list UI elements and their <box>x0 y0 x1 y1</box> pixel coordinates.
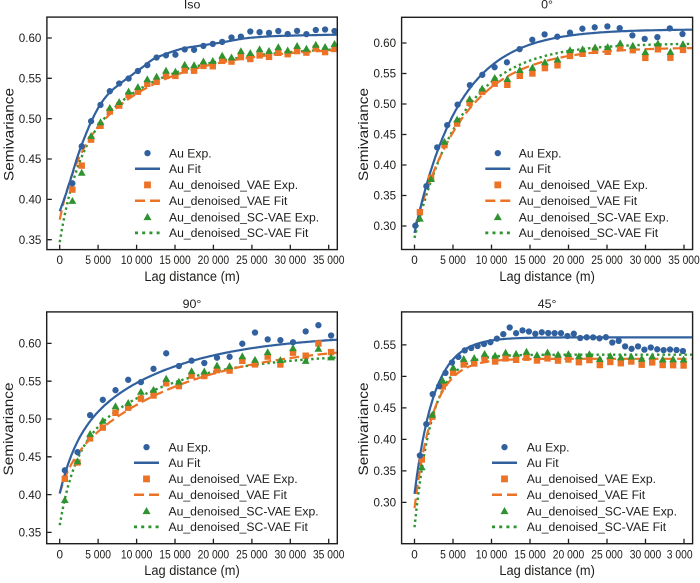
svg-text:Au_denoised_SC-VAE Fit: Au_denoised_SC-VAE Fit <box>519 226 659 240</box>
svg-text:Au Exp.: Au Exp. <box>169 146 212 160</box>
svg-text:0.60: 0.60 <box>19 338 42 351</box>
svg-text:5 000: 5 000 <box>440 549 466 562</box>
svg-text:Au_denoised_SC-VAE Exp.: Au_denoised_SC-VAE Exp. <box>527 504 677 518</box>
svg-text:0.35: 0.35 <box>19 527 42 540</box>
svg-text:30 000: 30 000 <box>630 254 662 267</box>
svg-text:20 000: 20 000 <box>198 549 230 562</box>
svg-text:Au_denoised_VAE Exp.: Au_denoised_VAE Exp. <box>169 178 298 192</box>
svg-text:Lag distance (m): Lag distance (m) <box>499 563 595 578</box>
svg-text:0.50: 0.50 <box>374 98 397 111</box>
svg-text:0.55: 0.55 <box>19 73 42 86</box>
svg-text:15 000: 15 000 <box>159 549 191 562</box>
svg-text:30 000: 30 000 <box>630 549 662 562</box>
svg-text:0: 0 <box>56 254 63 267</box>
svg-text:Au Fit: Au Fit <box>169 162 201 176</box>
svg-text:35 000: 35 000 <box>313 549 345 562</box>
svg-text:Au_denoised_SC-VAE Exp.: Au_denoised_SC-VAE Exp. <box>519 210 669 224</box>
svg-text:20 000: 20 000 <box>553 254 585 267</box>
svg-text:Iso: Iso <box>184 0 201 12</box>
svg-text:0.35: 0.35 <box>374 465 397 478</box>
svg-text:10 000: 10 000 <box>121 549 153 562</box>
svg-text:20 000: 20 000 <box>553 549 585 562</box>
svg-text:0.35: 0.35 <box>19 234 42 247</box>
svg-text:10 000: 10 000 <box>121 254 153 267</box>
svg-text:Lag distance (m): Lag distance (m) <box>144 269 240 284</box>
svg-text:Au_denoised_VAE Exp.: Au_denoised_VAE Exp. <box>169 472 298 486</box>
svg-text:90°: 90° <box>183 297 202 311</box>
svg-text:Au Fit: Au Fit <box>169 456 201 470</box>
svg-text:30 000: 30 000 <box>275 549 307 562</box>
svg-text:0.55: 0.55 <box>374 68 397 81</box>
svg-text:10 000: 10 000 <box>476 549 508 562</box>
svg-text:Au_denoised_SC-VAE Exp.: Au_denoised_SC-VAE Exp. <box>169 504 319 518</box>
svg-text:Au Exp.: Au Exp. <box>527 440 570 454</box>
svg-text:0°: 0° <box>541 0 553 12</box>
svg-text:0.45: 0.45 <box>374 129 397 142</box>
svg-text:45°: 45° <box>538 297 557 311</box>
svg-text:Au_denoised_VAE Fit: Au_denoised_VAE Fit <box>169 488 288 502</box>
svg-text:0.55: 0.55 <box>19 375 42 388</box>
svg-text:0.60: 0.60 <box>19 32 42 45</box>
svg-text:25 000: 25 000 <box>236 254 268 267</box>
svg-text:0.40: 0.40 <box>19 194 42 207</box>
svg-text:Au_denoised_SC-VAE Fit: Au_denoised_SC-VAE Fit <box>169 520 309 534</box>
svg-text:0.45: 0.45 <box>374 402 397 415</box>
svg-text:0: 0 <box>56 549 63 562</box>
svg-text:5 000: 5 000 <box>85 549 111 562</box>
svg-text:5 000: 5 000 <box>85 254 111 267</box>
svg-text:0.40: 0.40 <box>374 434 397 447</box>
svg-text:0.40: 0.40 <box>19 489 42 502</box>
svg-text:25 000: 25 000 <box>591 254 623 267</box>
svg-text:0.50: 0.50 <box>374 371 397 384</box>
svg-text:Au Exp.: Au Exp. <box>169 440 212 454</box>
svg-text:Semivariance: Semivariance <box>356 383 371 476</box>
svg-text:0.45: 0.45 <box>19 153 42 166</box>
svg-text:0.50: 0.50 <box>19 413 42 426</box>
svg-text:0.55: 0.55 <box>374 339 397 352</box>
svg-text:0.60: 0.60 <box>374 37 397 50</box>
svg-text:Semivariance: Semivariance <box>1 383 16 476</box>
svg-text:0.45: 0.45 <box>19 451 42 464</box>
svg-text:25 000: 25 000 <box>236 549 268 562</box>
svg-text:30 000: 30 000 <box>275 254 307 267</box>
svg-text:25 000: 25 000 <box>591 549 623 562</box>
svg-text:5 000: 5 000 <box>440 254 466 267</box>
svg-text:10 000: 10 000 <box>476 254 508 267</box>
svg-text:0: 0 <box>411 254 418 267</box>
svg-text:15 000: 15 000 <box>514 549 546 562</box>
svg-text:Lag distance (m): Lag distance (m) <box>499 269 595 284</box>
svg-text:Au_denoised_VAE Fit: Au_denoised_VAE Fit <box>519 194 638 208</box>
svg-text:Au_denoised_VAE Fit: Au_denoised_VAE Fit <box>527 488 646 502</box>
svg-text:35 000: 35 000 <box>668 254 700 267</box>
svg-text:Au_denoised_VAE Exp.: Au_denoised_VAE Exp. <box>519 178 648 192</box>
svg-text:20 000: 20 000 <box>198 254 230 267</box>
svg-text:35 000: 35 000 <box>313 254 345 267</box>
svg-text:0.35: 0.35 <box>374 190 397 203</box>
svg-text:0: 0 <box>411 549 418 562</box>
svg-text:Au Exp.: Au Exp. <box>519 146 562 160</box>
svg-text:3 000: 3 000 <box>667 549 693 562</box>
svg-text:0.30: 0.30 <box>374 220 397 233</box>
svg-text:Au Fit: Au Fit <box>527 456 559 470</box>
svg-text:Lag distance (m): Lag distance (m) <box>144 563 240 578</box>
svg-text:15 000: 15 000 <box>159 254 191 267</box>
svg-text:Au_denoised_SC-VAE Fit: Au_denoised_SC-VAE Fit <box>527 520 667 534</box>
svg-text:Semivariance: Semivariance <box>1 88 16 181</box>
svg-text:Semivariance: Semivariance <box>356 88 371 181</box>
svg-text:Au Fit: Au Fit <box>519 162 551 176</box>
svg-text:Au_denoised_VAE Fit: Au_denoised_VAE Fit <box>169 194 288 208</box>
svg-text:Au_denoised_VAE Exp.: Au_denoised_VAE Exp. <box>527 472 656 486</box>
svg-text:Au_denoised_SC-VAE Fit: Au_denoised_SC-VAE Fit <box>169 226 309 240</box>
svg-text:0.30: 0.30 <box>374 497 397 510</box>
svg-text:15 000: 15 000 <box>514 254 546 267</box>
svg-text:0.50: 0.50 <box>19 113 42 126</box>
svg-text:0.40: 0.40 <box>374 159 397 172</box>
svg-text:Au_denoised_SC-VAE Exp.: Au_denoised_SC-VAE Exp. <box>169 210 319 224</box>
